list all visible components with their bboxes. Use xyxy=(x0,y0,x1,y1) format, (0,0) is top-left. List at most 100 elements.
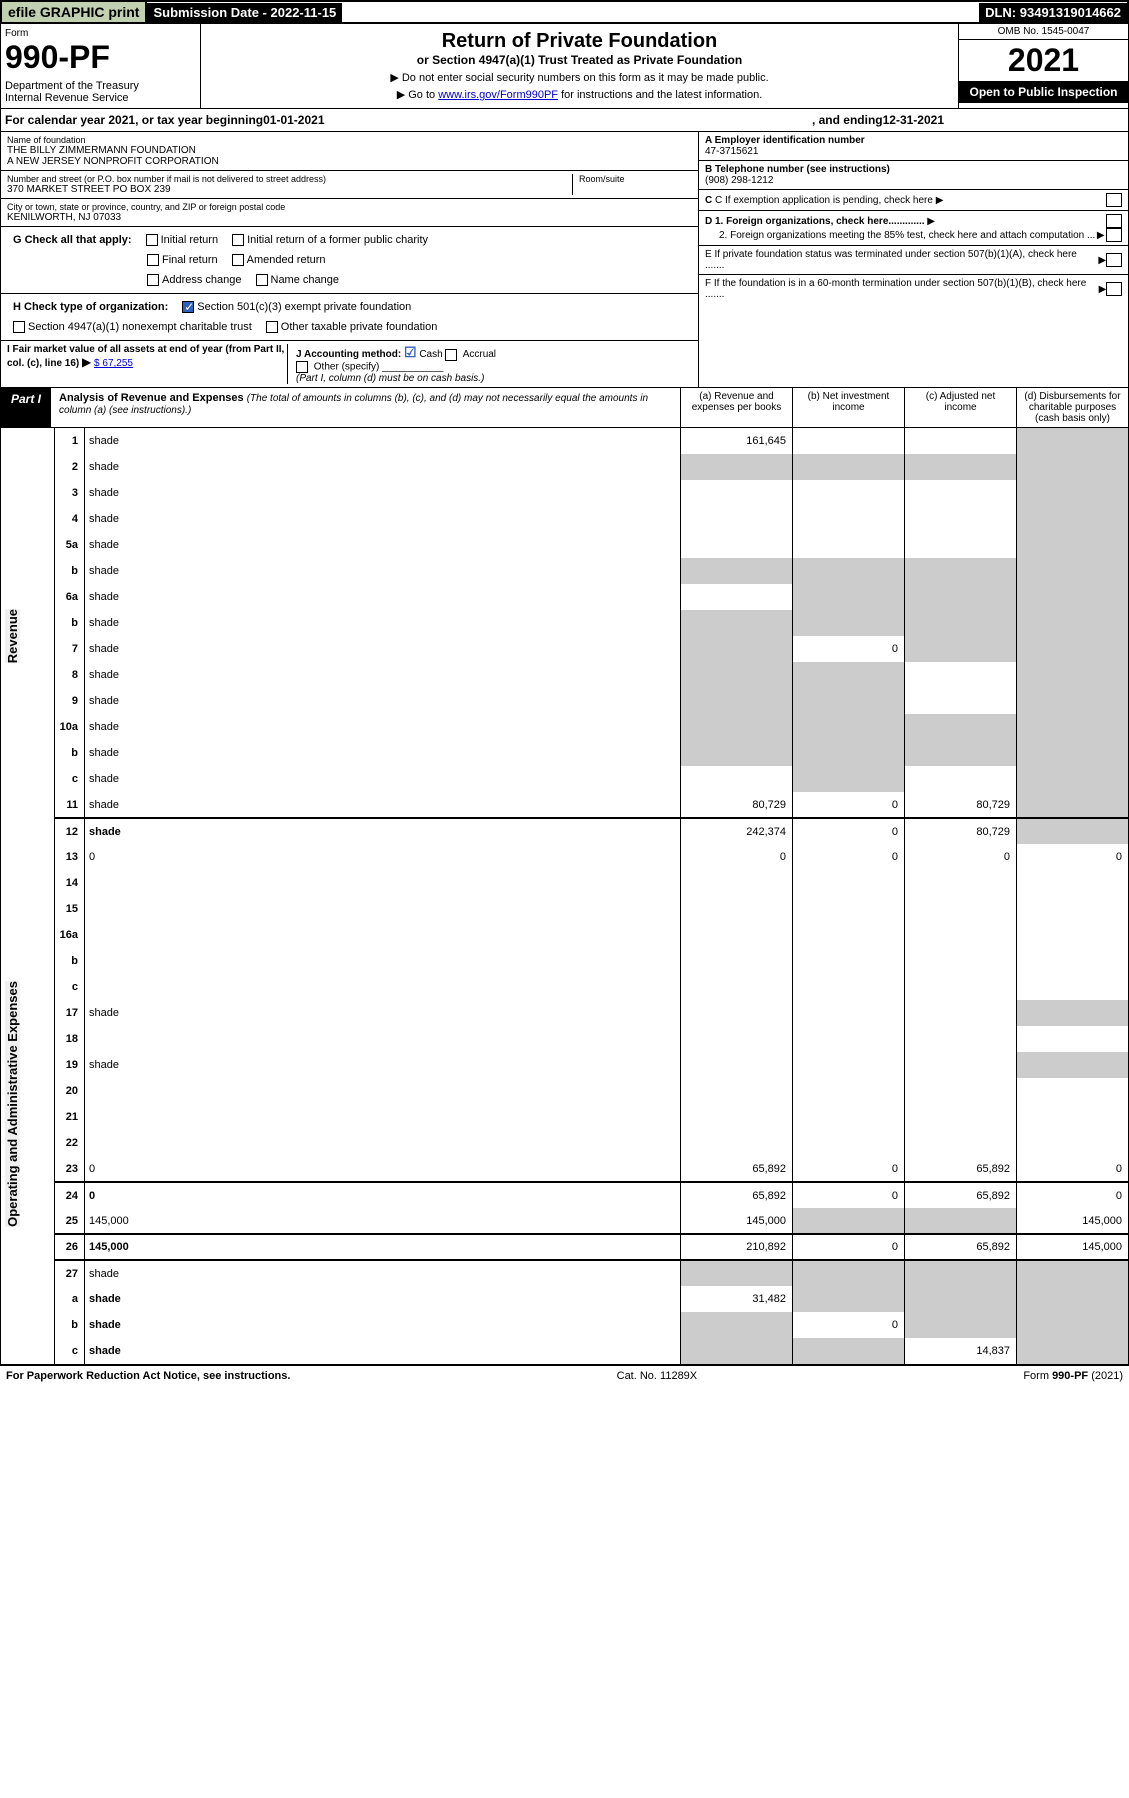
cell-c xyxy=(905,506,1017,532)
row-desc: shade xyxy=(85,792,681,818)
cell-d xyxy=(1017,688,1129,714)
instructions-link[interactable]: www.irs.gov/Form990PF xyxy=(438,89,558,101)
address: 370 MARKET STREET PO BOX 239 xyxy=(7,184,572,195)
part1-title: Analysis of Revenue and Expenses xyxy=(59,392,244,404)
cell-b xyxy=(793,740,905,766)
row-num: 22 xyxy=(55,1130,85,1156)
cell-c xyxy=(905,480,1017,506)
cell-a xyxy=(681,662,793,688)
chk-e[interactable] xyxy=(1106,253,1122,267)
room-label: Room/suite xyxy=(579,174,692,184)
chk-d2[interactable] xyxy=(1106,228,1122,242)
cell-c xyxy=(905,1104,1017,1130)
j-label: J Accounting method: xyxy=(296,349,401,360)
chk-f[interactable] xyxy=(1106,282,1122,296)
cell-d xyxy=(1017,480,1129,506)
cell-b xyxy=(793,1286,905,1312)
cell-d xyxy=(1017,1338,1129,1364)
calendar-row: For calendar year 2021, or tax year begi… xyxy=(0,109,1129,132)
chk-initial[interactable] xyxy=(146,234,158,246)
foundation-name: THE BILLY ZIMMERMANN FOUNDATION xyxy=(7,145,692,156)
cell-b xyxy=(793,428,905,454)
row-num: 2 xyxy=(55,454,85,480)
note-link: ▶ Go to www.irs.gov/Form990PF for instru… xyxy=(207,88,952,101)
cell-d: 145,000 xyxy=(1017,1208,1129,1234)
col-d-header: (d) Disbursements for charitable purpose… xyxy=(1016,388,1128,427)
row-desc: shade xyxy=(85,1000,681,1026)
cell-b: 0 xyxy=(793,636,905,662)
cell-d xyxy=(1017,922,1129,948)
row-num: 12 xyxy=(55,818,85,844)
open-public: Open to Public Inspection xyxy=(959,81,1128,103)
cell-c xyxy=(905,1000,1017,1026)
form-title: Return of Private Foundation xyxy=(207,30,952,53)
chk-4947[interactable] xyxy=(13,321,25,333)
chk-d1[interactable] xyxy=(1106,214,1122,228)
i-value: $ 67,255 xyxy=(94,358,133,369)
row-desc: shade xyxy=(85,610,681,636)
row-num: 1 xyxy=(55,428,85,454)
cell-c xyxy=(905,1208,1017,1234)
cell-b: 0 xyxy=(793,1234,905,1260)
efile-button[interactable]: efile GRAPHIC print xyxy=(2,2,147,22)
row-desc: shade xyxy=(85,1338,681,1364)
row-desc: shade xyxy=(85,1260,681,1286)
h-label: H Check type of organization: xyxy=(13,301,168,313)
cell-c: 80,729 xyxy=(905,818,1017,844)
e-label: E If private foundation status was termi… xyxy=(705,249,1098,271)
cell-d xyxy=(1017,792,1129,818)
row-num: 18 xyxy=(55,1026,85,1052)
row-desc: shade xyxy=(85,558,681,584)
row-num: 25 xyxy=(55,1208,85,1234)
row-num: 5a xyxy=(55,532,85,558)
omb-number: OMB No. 1545-0047 xyxy=(959,24,1128,40)
tel-label: B Telephone number (see instructions) xyxy=(705,164,1122,175)
cell-b xyxy=(793,1260,905,1286)
chk-initial-former[interactable] xyxy=(232,234,244,246)
cell-a xyxy=(681,636,793,662)
cell-a xyxy=(681,974,793,1000)
cell-c xyxy=(905,662,1017,688)
cell-a xyxy=(681,454,793,480)
cell-a xyxy=(681,1104,793,1130)
chk-c[interactable] xyxy=(1106,193,1122,207)
cell-c xyxy=(905,974,1017,1000)
cell-c xyxy=(905,1026,1017,1052)
chk-accrual[interactable] xyxy=(445,349,457,361)
cell-b xyxy=(793,896,905,922)
cell-c xyxy=(905,454,1017,480)
chk-name-change[interactable] xyxy=(256,274,268,286)
row-desc xyxy=(85,1104,681,1130)
note-ssn: ▶ Do not enter social security numbers o… xyxy=(207,71,952,84)
chk-other-taxable[interactable] xyxy=(266,321,278,333)
chk-501c3[interactable] xyxy=(182,301,194,313)
row-desc: shade xyxy=(85,740,681,766)
cell-c xyxy=(905,896,1017,922)
chk-cash-icon: ☑ xyxy=(404,344,417,360)
footer-right: Form 990-PF (2021) xyxy=(1023,1370,1123,1382)
tax-year: 2021 xyxy=(959,40,1128,81)
cell-c xyxy=(905,428,1017,454)
cell-a xyxy=(681,610,793,636)
cell-c: 14,837 xyxy=(905,1338,1017,1364)
cell-d xyxy=(1017,1104,1129,1130)
part1-label: Part I xyxy=(1,388,51,427)
cell-c xyxy=(905,688,1017,714)
cell-c xyxy=(905,740,1017,766)
cell-b xyxy=(793,1078,905,1104)
cell-a: 65,892 xyxy=(681,1182,793,1208)
cell-b xyxy=(793,974,905,1000)
chk-addr-change[interactable] xyxy=(147,274,159,286)
chk-final[interactable] xyxy=(147,254,159,266)
chk-amended[interactable] xyxy=(232,254,244,266)
cell-d xyxy=(1017,740,1129,766)
cell-a xyxy=(681,896,793,922)
chk-other-method[interactable] xyxy=(296,361,308,373)
row-num: a xyxy=(55,1286,85,1312)
cell-d xyxy=(1017,1260,1129,1286)
row-num: 8 xyxy=(55,662,85,688)
row-desc xyxy=(85,948,681,974)
cell-d xyxy=(1017,948,1129,974)
cell-a xyxy=(681,480,793,506)
cell-a xyxy=(681,766,793,792)
